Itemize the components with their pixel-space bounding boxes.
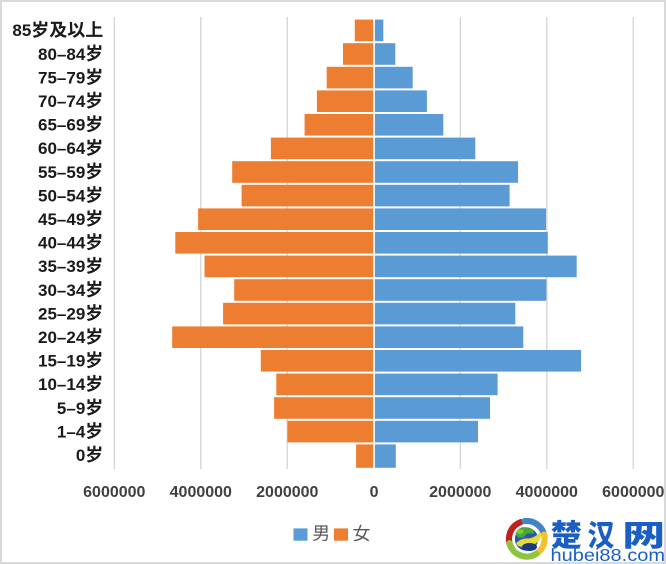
svg-text:85: 85 xyxy=(12,21,31,40)
svg-text:20–24: 20–24 xyxy=(38,328,86,347)
svg-text:40–44: 40–44 xyxy=(38,234,86,253)
svg-text:80–84: 80–84 xyxy=(38,45,86,64)
svg-text:10–14: 10–14 xyxy=(38,375,86,394)
svg-text:60–64: 60–64 xyxy=(38,139,86,158)
svg-text:25–29: 25–29 xyxy=(38,304,85,323)
svg-text:35–39: 35–39 xyxy=(38,257,85,276)
svg-text:45–49: 45–49 xyxy=(38,210,85,229)
svg-text:2000000: 2000000 xyxy=(256,484,318,501)
svg-text:6000000: 6000000 xyxy=(602,484,664,501)
svg-text:50–54: 50–54 xyxy=(38,186,86,205)
svg-text:5–9: 5–9 xyxy=(57,399,85,418)
svg-text:75–79: 75–79 xyxy=(38,68,85,87)
svg-text:4000000: 4000000 xyxy=(516,484,578,501)
svg-text:30–34: 30–34 xyxy=(38,281,86,300)
svg-text:55–59: 55–59 xyxy=(38,163,85,182)
svg-text:15–19: 15–19 xyxy=(38,352,85,371)
svg-text:hubei88.com: hubei88.com xyxy=(551,545,666,564)
svg-text:0: 0 xyxy=(370,484,379,501)
svg-text:4000000: 4000000 xyxy=(170,484,232,501)
svg-text:65–69: 65–69 xyxy=(38,116,85,135)
svg-text:2000000: 2000000 xyxy=(429,484,491,501)
svg-text:1–4: 1–4 xyxy=(57,422,86,441)
svg-text:6000000: 6000000 xyxy=(83,484,145,501)
svg-text:0: 0 xyxy=(76,446,85,465)
svg-text:70–74: 70–74 xyxy=(38,92,86,111)
